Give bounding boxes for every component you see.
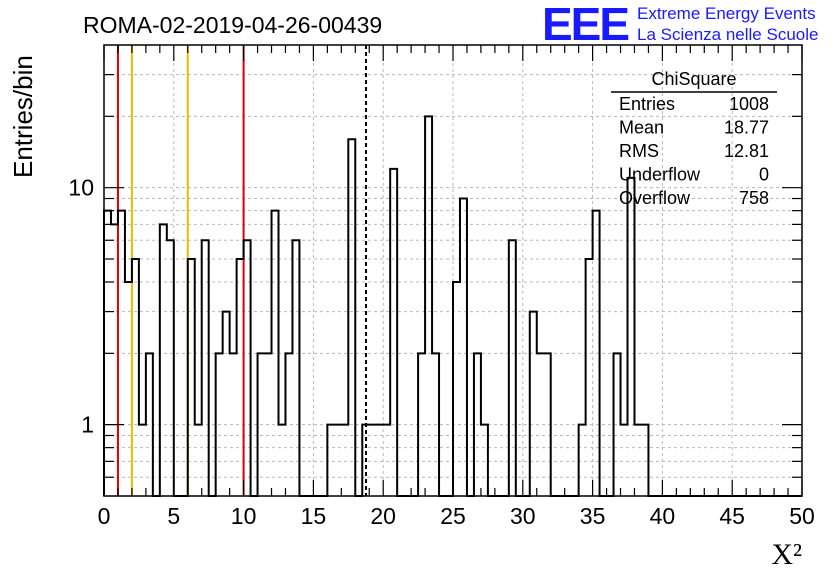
x-tick-label: 50 [789, 503, 815, 529]
stats-value: 1008 [729, 94, 769, 114]
stats-label: Mean [619, 118, 664, 138]
stats-box: ChiSquare Entries 1008 Mean 18.77 RMS 12.81 Un… [611, 69, 777, 208]
stats-value: 758 [739, 188, 769, 208]
x-tick-labels: 0 5 10 15 20 25 30 35 40 45 50 [98, 503, 815, 529]
logo-line-2: La Scienza nelle Scuole [637, 25, 818, 44]
histogram-step-line [103, 115, 802, 497]
x-tick-label: 25 [440, 503, 466, 529]
logo-line-1: Extreme Energy Events [637, 4, 816, 23]
marker-lines [116, 45, 368, 496]
y-tick-labels: 1 10 [68, 175, 94, 438]
stats-label: Underflow [619, 165, 701, 185]
axis-ticks [103, 45, 803, 496]
stats-label: Overflow [619, 188, 691, 208]
x-tick-label: 45 [719, 503, 745, 529]
x-axis-label: X² [771, 538, 802, 571]
chart-title: ROMA-02-2019-04-26-00439 [83, 12, 382, 38]
eee-logo: EEE Extreme Energy Events La Scienza nel… [542, 0, 818, 50]
y-tick-label: 1 [81, 412, 94, 438]
x-tick-label: 30 [510, 503, 536, 529]
logo-mark: EEE [542, 0, 628, 50]
y-axis-label: Entries/bin [8, 55, 38, 178]
x-tick-label: 20 [370, 503, 396, 529]
x-tick-label: 35 [580, 503, 606, 529]
stats-value: 12.81 [724, 141, 769, 161]
stats-rows: Entries 1008 Mean 18.77 RMS 12.81 Underflow 0 Ov… [619, 94, 769, 208]
stats-label: Entries [619, 94, 675, 114]
x-tick-label: 5 [167, 503, 180, 529]
x-tick-label: 10 [231, 503, 257, 529]
stats-label: RMS [619, 141, 659, 161]
stats-value: 18.77 [724, 118, 769, 138]
y-tick-label: 10 [68, 175, 94, 201]
stats-title: ChiSquare [651, 69, 736, 89]
stats-value: 0 [759, 165, 769, 185]
x-tick-label: 40 [650, 503, 676, 529]
x-tick-label: 0 [98, 503, 111, 529]
x-tick-label: 15 [301, 503, 327, 529]
